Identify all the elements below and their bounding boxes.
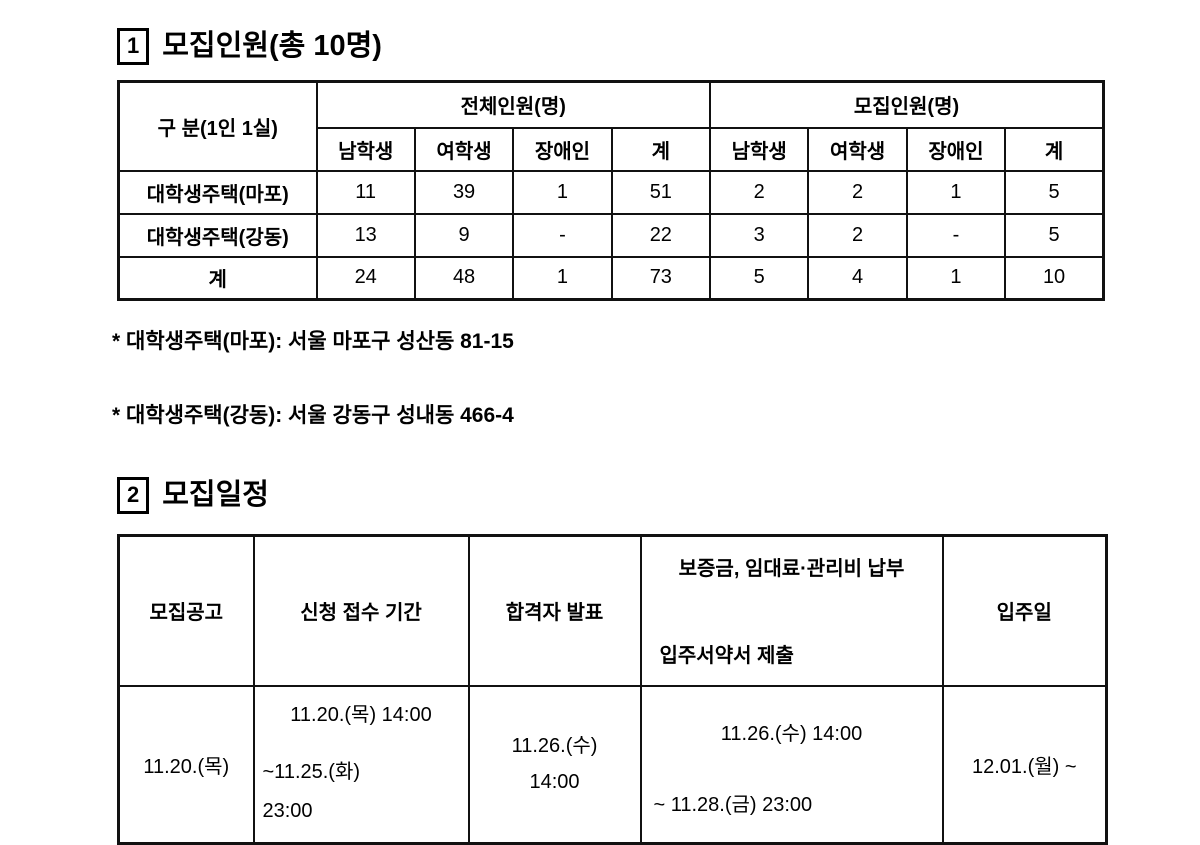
header-recruit-group: 모집인원(명) <box>709 80 1105 129</box>
table-header-row-subs: 남학생 여학생 장애인 계 남학생 여학생 장애인 계 <box>119 126 1105 172</box>
cell-value: 13 <box>315 212 416 258</box>
cell-application-period: 11.20.(목) 14:00 ~11.25.(화) 23:00 <box>252 684 470 845</box>
cell-announcement-date: 11.20.(목) <box>117 684 255 845</box>
note-gangdong-address: * 대학생주택(강동): 서울 강동구 성내동 466-4 <box>112 404 514 427</box>
result-date: 11.26.(수) <box>511 735 598 758</box>
cell-value: - <box>905 212 1007 258</box>
spacer <box>642 746 942 788</box>
header-movein-date: 입주일 <box>941 534 1108 687</box>
payment-header-line1: 보증금, 임대료·관리비 납부 <box>678 557 905 580</box>
header-result-announcement: 합격자 발표 <box>467 534 642 687</box>
header-total-disabled: 장애인 <box>512 126 613 172</box>
cell-value: 24 <box>315 255 416 301</box>
section2-heading: 2 모집일정 <box>117 477 1200 514</box>
header-payment: 보증금, 임대료·관리비 납부 입주서약서 제출 <box>639 534 944 687</box>
cell-value: 1 <box>512 169 613 215</box>
cell-value: 51 <box>610 169 712 215</box>
cell-value: - <box>512 212 613 258</box>
schedule-data-row: 11.20.(목) 11.20.(목) 14:00 ~11.25.(화) 23:… <box>117 684 1108 845</box>
result-time: 14:00 <box>529 771 580 794</box>
cell-value: 9 <box>413 212 515 258</box>
row-label: 계 <box>117 255 318 301</box>
recruitment-count-table: 구 분(1인 1실) 전체인원(명) 모집인원(명) 남학생 여학생 장애인 계… <box>117 80 1105 301</box>
address-notes: * 대학생주택(마포): 서울 마포구 성산동 81-15 * 대학생주택(강동… <box>112 325 1200 429</box>
schedule-header-row: 모집공고 신청 접수 기간 합격자 발표 보증금, 임대료·관리비 납부 입주서… <box>117 534 1108 687</box>
table-row-gangdong: 대학생주택(강동) 13 9 - 22 3 2 - 5 <box>117 212 1105 258</box>
cell-payment-period: 11.26.(수) 14:00 ~ 11.28.(금) 23:00 <box>639 684 944 845</box>
spacer <box>255 727 468 753</box>
payment-header-content: 보증금, 임대료·관리비 납부 입주서약서 제출 <box>642 538 942 684</box>
row-label: 대학생주택(마포) <box>117 169 318 215</box>
application-end-date: ~11.25.(화) <box>262 761 361 784</box>
header-total-female: 여학생 <box>413 126 515 172</box>
cell-value: 5 <box>1004 212 1105 258</box>
header-total-male: 남학생 <box>315 126 416 172</box>
header-recruit-male: 남학생 <box>708 126 810 172</box>
header-total-group: 전체인원(명) <box>315 80 711 129</box>
cell-value: 22 <box>610 212 712 258</box>
header-recruit-female: 여학생 <box>807 126 908 172</box>
result-date-content: 11.26.(수) 14:00 <box>470 728 640 800</box>
cell-value: 1 <box>905 255 1007 301</box>
application-period-content: 11.20.(목) 14:00 ~11.25.(화) 23:00 <box>255 687 468 841</box>
cell-value: 5 <box>708 255 810 301</box>
cell-value: 2 <box>807 169 908 215</box>
cell-value: 73 <box>610 255 712 301</box>
cell-value: 4 <box>807 255 908 301</box>
section2-number-box: 2 <box>117 477 150 514</box>
cell-value: 39 <box>413 169 515 215</box>
cell-value: 10 <box>1004 255 1105 301</box>
schedule-table: 모집공고 신청 접수 기간 합격자 발표 보증금, 임대료·관리비 납부 입주서… <box>117 534 1108 845</box>
row-label: 대학생주택(강동) <box>117 212 318 258</box>
header-category: 구 분(1인 1실) <box>117 80 318 172</box>
cell-value: 2 <box>708 169 810 215</box>
cell-value: 2 <box>807 212 908 258</box>
header-recruit-disabled: 장애인 <box>905 126 1007 172</box>
table-row-mapo: 대학생주택(마포) 11 39 1 51 2 2 1 5 <box>117 169 1105 215</box>
section2-title: 모집일정 <box>162 479 269 512</box>
cell-movein-date: 12.01.(월) ~ <box>941 684 1108 845</box>
section1-heading: 1 모집인원(총 10명) <box>117 28 1200 65</box>
table-header-row-groups: 구 분(1인 1실) 전체인원(명) 모집인원(명) <box>117 80 1105 172</box>
cell-result-date: 11.26.(수) 14:00 <box>467 684 642 845</box>
header-application-period: 신청 접수 기간 <box>252 534 470 687</box>
payment-period-content: 11.26.(수) 14:00 ~ 11.28.(금) 23:00 <box>642 687 942 841</box>
header-announcement: 모집공고 <box>117 534 255 687</box>
cell-value: 1 <box>512 255 613 301</box>
application-end-time: 23:00 <box>262 800 313 823</box>
header-recruit-sum: 계 <box>1004 126 1105 172</box>
payment-start: 11.26.(수) 14:00 <box>720 723 863 746</box>
application-start: 11.20.(목) 14:00 <box>290 704 432 727</box>
payment-header-line2: 입주서약서 제출 <box>659 644 794 667</box>
cell-value: 3 <box>708 212 810 258</box>
section1-number-box: 1 <box>117 28 150 65</box>
cell-value: 5 <box>1004 169 1105 215</box>
section1-title: 모집인원(총 10명) <box>162 30 382 63</box>
note-mapo-address: * 대학생주택(마포): 서울 마포구 성산동 81-15 <box>112 330 514 353</box>
cell-value: 1 <box>905 169 1007 215</box>
cell-value: 48 <box>413 255 515 301</box>
header-total-sum: 계 <box>610 126 712 172</box>
cell-value: 11 <box>315 169 416 215</box>
table-row-total: 계 24 48 1 73 5 4 1 10 <box>117 255 1105 301</box>
payment-end: ~ 11.28.(금) 23:00 <box>653 794 813 817</box>
